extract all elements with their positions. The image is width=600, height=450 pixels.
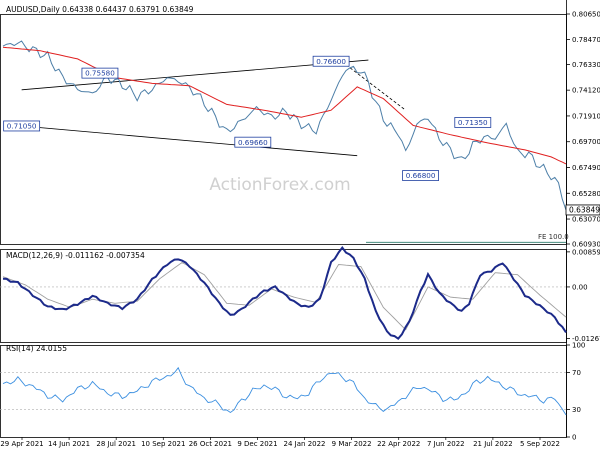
level-label: 0.69660 bbox=[238, 138, 268, 147]
macd-tick-label: 0.00 bbox=[572, 283, 588, 291]
price-tick-label: 0.60930 bbox=[572, 241, 600, 249]
level-label: 0.76600 bbox=[316, 57, 346, 66]
price-tick-label: 0.74120 bbox=[572, 87, 600, 95]
rsi-label: RSI(14) 24.0155 bbox=[6, 344, 67, 353]
price-tick-label: 0.78470 bbox=[572, 36, 600, 44]
level-labels: 0.75580 0.71050 0.69660 0.76600 0.71350 0.668… bbox=[3, 55, 492, 181]
time-tick-label: 7 Jun 2022 bbox=[427, 440, 465, 448]
level-label-box bbox=[3, 120, 41, 132]
last-price-box bbox=[565, 204, 600, 216]
price-tick-label: 0.65280 bbox=[572, 190, 600, 198]
trendline bbox=[21, 59, 369, 91]
level-label-box bbox=[234, 136, 272, 148]
rsi-line bbox=[2, 366, 567, 416]
price-axis: 0.80650 0.78470 0.76330 0.74120 0.71910 0.697… bbox=[566, 11, 600, 249]
level-label: 0.71350 bbox=[458, 118, 488, 127]
time-tick-label: 21 Jul 2022 bbox=[473, 440, 513, 448]
price-tick-label: 0.76330 bbox=[572, 61, 600, 69]
macd-tick-label: 0.008596 bbox=[572, 248, 600, 256]
time-tick-label: 9 Mar 2022 bbox=[332, 440, 372, 448]
fe-label: FE 100.0 bbox=[538, 233, 569, 241]
macd-tick-label: -0.01267 bbox=[572, 335, 600, 343]
time-tick-label: 26 Oct 2021 bbox=[189, 440, 232, 448]
time-tick-label: 14 Jun 2021 bbox=[48, 440, 90, 448]
rsi-tick-label: 0 bbox=[572, 434, 576, 442]
rsi-axis: 100 70 30 0 bbox=[0, 342, 585, 442]
level-label: 0.75580 bbox=[85, 69, 115, 78]
time-tick-label: 29 Apr 2021 bbox=[0, 440, 43, 448]
level-label: 0.71050 bbox=[7, 122, 37, 131]
price-tick-label: 0.69700 bbox=[572, 138, 600, 146]
panel-frames bbox=[0, 0, 567, 438]
price-tick-label: 0.63070 bbox=[572, 216, 600, 224]
time-tick-label: 10 Sep 2021 bbox=[141, 440, 185, 448]
last-price-label: 0.63849 bbox=[569, 206, 600, 215]
time-axis: 29 Apr 2021 14 Jun 2021 28 Jul 2021 10 Sep … bbox=[0, 437, 560, 448]
trendlines bbox=[21, 59, 406, 157]
macd-label: MACD(12,26,9) -0.011162 -0.007354 bbox=[6, 251, 145, 260]
rsi-tick-label: 70 bbox=[572, 369, 581, 377]
price-tick-label: 0.71910 bbox=[572, 112, 600, 120]
time-tick-label: 22 Apr 2022 bbox=[377, 440, 420, 448]
time-tick-label: 28 Jul 2021 bbox=[96, 440, 136, 448]
price-tick-label: 0.67490 bbox=[572, 164, 600, 172]
price-tick-label: 0.80650 bbox=[572, 11, 600, 19]
trendline bbox=[21, 125, 358, 157]
level-label-box bbox=[81, 67, 119, 79]
price-series-line bbox=[2, 40, 567, 211]
time-tick-label: 5 Sep 2022 bbox=[520, 440, 560, 448]
macd-line bbox=[2, 246, 567, 341]
level-label-box bbox=[402, 170, 439, 181]
level-label: 0.66800 bbox=[406, 171, 436, 180]
watermark: ActionForex.com bbox=[209, 175, 350, 195]
trendline bbox=[345, 64, 406, 111]
level-label-box bbox=[454, 117, 492, 128]
rsi-tick-label: 100 bbox=[572, 342, 585, 350]
symbol-header: AUDUSD,Daily 0.64338 0.64437 0.63791 0.6… bbox=[6, 5, 194, 14]
time-tick-label: 9 Dec 2021 bbox=[237, 440, 277, 448]
level-label-box bbox=[312, 55, 350, 67]
rsi-tick-label: 30 bbox=[572, 406, 581, 414]
macd-axis: 0.008596 0.00 -0.01267 bbox=[0, 248, 600, 343]
time-tick-label: 24 Jan 2022 bbox=[284, 440, 326, 448]
